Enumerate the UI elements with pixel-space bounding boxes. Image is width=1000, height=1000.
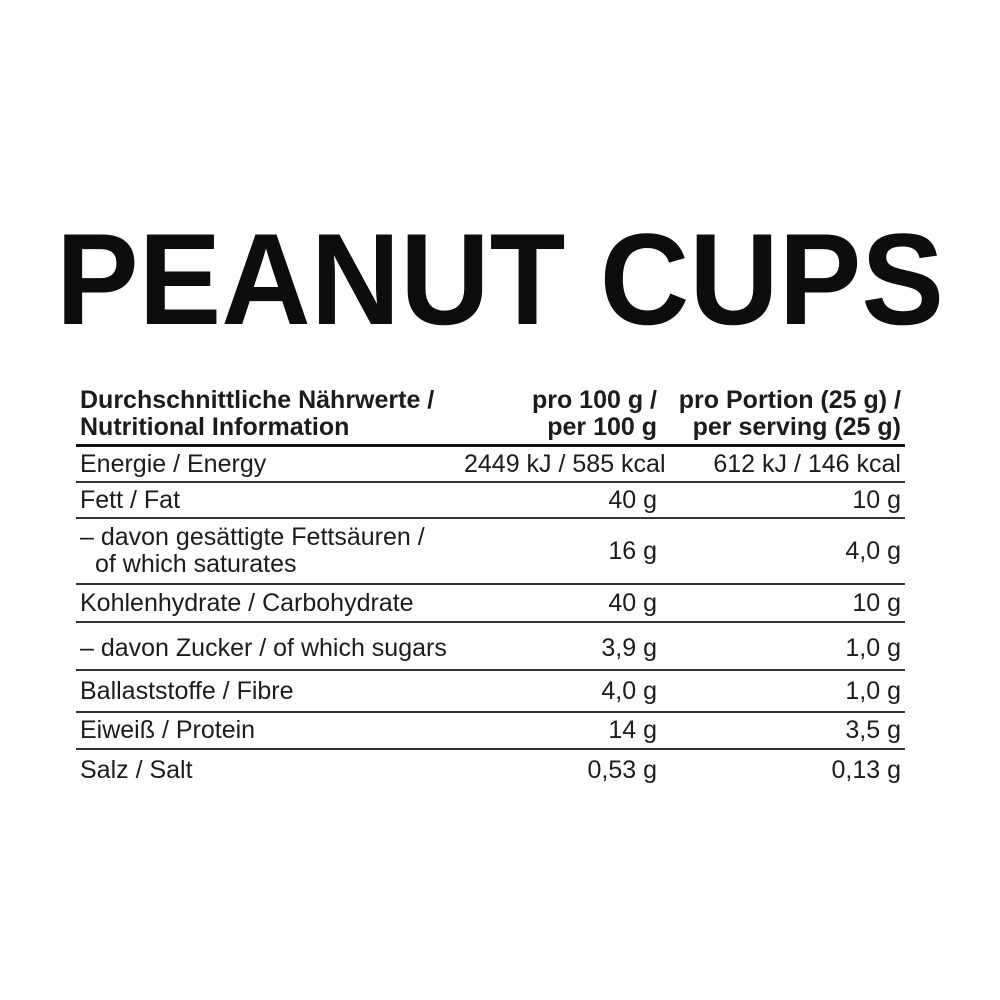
nutrition-table: Durchschnittliche Nährwerte / Nutritiona…	[76, 380, 905, 790]
header-per100-line1: pro 100 g /	[531, 386, 657, 414]
table-row-sugars: – davon Zucker / of which sugars 3,9 g 1…	[76, 623, 905, 671]
table-row-carbohydrate: Kohlenhydrate / Carbohydrate 40 g 10 g	[76, 585, 905, 623]
row-label: – davon Zucker / of which sugars	[80, 633, 447, 662]
table-header: Durchschnittliche Nährwerte / Nutritiona…	[76, 380, 905, 447]
header-serving-line1: pro Portion (25 g) /	[678, 386, 901, 414]
value-per-100g: 40 g	[608, 588, 657, 617]
row-label: Fett / Fat	[80, 485, 181, 514]
row-label: Eiweiß / Protein	[80, 716, 256, 744]
table-row-fibre: Ballaststoffe / Fibre 4,0 g 1,0 g	[76, 671, 905, 713]
header-per100-line2: per 100 g	[547, 413, 657, 441]
value-per-serving: 1,0 g	[845, 633, 901, 662]
row-label: – davon gesättigte Fettsäuren / of which…	[76, 524, 464, 578]
table-row-fat: Fett / Fat 40 g 10 g	[76, 483, 905, 519]
header-serving-line2: per serving (25 g)	[692, 413, 901, 441]
product-title: PEANUT CUPS	[52, 208, 948, 336]
value-per-serving: 10 g	[852, 588, 901, 617]
row-label: Ballaststoffe / Fibre	[80, 676, 294, 705]
row-label: Salz / Salt	[80, 755, 193, 784]
value-per-100g: 2449 kJ / 585 kcal	[464, 449, 666, 478]
value-per-100g: 14 g	[608, 716, 657, 744]
value-per-100g: 16 g	[608, 536, 657, 565]
value-per-serving: 10 g	[852, 485, 901, 514]
value-per-100g: 0,53 g	[587, 755, 657, 784]
table-row-energy: Energie / Energy 2449 kJ / 585 kcal 612 …	[76, 447, 905, 483]
value-per-serving: 4,0 g	[845, 536, 901, 565]
product-title-text: PEANUT CUPS	[56, 208, 944, 336]
row-label: Kohlenhydrate / Carbohydrate	[80, 588, 414, 617]
header-col-per-100g: pro 100 g / per 100 g	[464, 387, 659, 441]
table-row-saturates: – davon gesättigte Fettsäuren / of which…	[76, 519, 905, 585]
table-row-salt: Salz / Salt 0,53 g 0,13 g	[76, 750, 905, 790]
header-nutrients-line1: Durchschnittliche Nährwerte /	[80, 386, 435, 414]
header-nutrients-line2: Nutritional Information	[80, 413, 350, 441]
row-label-line1: – davon gesättigte Fettsäuren /	[80, 523, 425, 551]
value-per-100g: 4,0 g	[601, 676, 657, 705]
value-per-100g: 40 g	[608, 485, 657, 514]
value-per-serving: 612 kJ / 146 kcal	[713, 449, 901, 478]
value-per-100g: 3,9 g	[601, 633, 657, 662]
table-row-protein: Eiweiß / Protein 14 g 3,5 g	[76, 713, 905, 750]
value-per-serving: 0,13 g	[831, 755, 901, 784]
value-per-serving: 1,0 g	[845, 676, 901, 705]
header-col-per-serving: pro Portion (25 g) / per serving (25 g)	[659, 387, 905, 441]
row-label: Energie / Energy	[80, 449, 267, 478]
header-col-nutrients: Durchschnittliche Nährwerte / Nutritiona…	[76, 387, 464, 441]
row-label-line2: of which saturates	[95, 550, 297, 578]
value-per-serving: 3,5 g	[845, 716, 901, 744]
